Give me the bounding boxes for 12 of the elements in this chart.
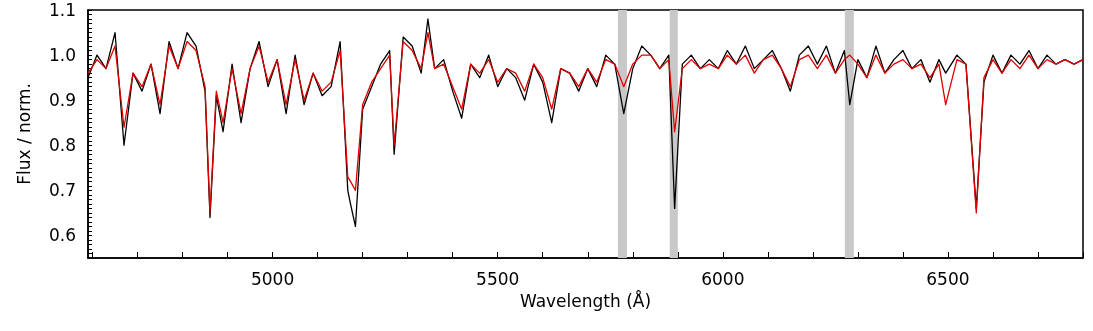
x-tick-label: 6000 — [701, 268, 745, 289]
x-axis-title: Wavelength (Å) — [519, 289, 652, 311]
y-tick-label: 0.9 — [48, 90, 76, 111]
y-tick-label: 0.7 — [48, 180, 76, 201]
x-tick-label: 6500 — [926, 268, 970, 289]
y-tick-label: 1.1 — [48, 0, 76, 20]
y-tick-label: 0.6 — [48, 225, 76, 246]
x-tick-label: 5000 — [250, 268, 295, 289]
y-axis-title: Flux / norm. — [13, 83, 34, 185]
x-tick-label: 5500 — [476, 268, 520, 289]
y-tick-label: 0.8 — [48, 135, 76, 156]
y-tick-label: 1.0 — [48, 45, 76, 66]
